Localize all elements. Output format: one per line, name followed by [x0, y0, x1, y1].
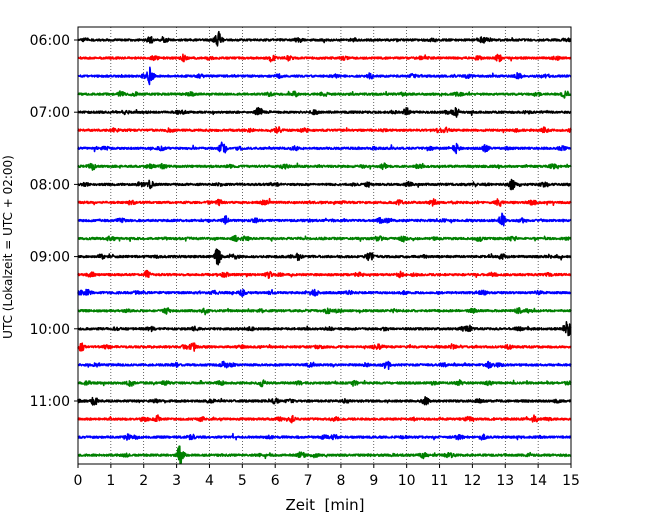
x-tick-label-6: 6	[271, 473, 280, 489]
trace-0845	[77, 234, 572, 243]
x-tick-label-8: 8	[336, 473, 345, 489]
plot-frame	[77, 26, 572, 465]
trace-0730	[77, 141, 572, 155]
trace-0700	[77, 106, 572, 118]
trace-0915	[77, 269, 572, 280]
y-tick-label-0600: 06:00	[30, 33, 70, 49]
x-tick-label-11: 11	[431, 473, 449, 489]
y-tick-label-0800: 08:00	[30, 177, 70, 193]
y-axis-label: UTC (Lokalzeit = UTC + 02:00)	[1, 155, 15, 339]
trace-0800	[77, 178, 572, 191]
trace-0830	[77, 212, 572, 227]
trace-1145	[77, 445, 572, 464]
trace-1115	[77, 414, 572, 424]
trace-1030	[77, 360, 572, 371]
y-tick-label-0700: 07:00	[30, 105, 70, 121]
x-tick-label-10: 10	[398, 473, 416, 489]
x-tick-label-12: 12	[463, 473, 481, 489]
trace-1015	[77, 342, 572, 352]
trace-0945	[77, 307, 572, 316]
x-axis-ticks: 0 1 2 3 4 5 6 7 8 9 10 11 12 13 14 15	[74, 464, 580, 489]
x-tick-label-15: 15	[562, 473, 580, 489]
trace-0715	[77, 126, 572, 134]
x-tick-label-0: 0	[74, 473, 83, 489]
trace-1130	[77, 432, 572, 441]
x-tick-label-5: 5	[238, 473, 247, 489]
trace-0745	[77, 162, 572, 171]
y-tick-label-1000: 10:00	[30, 322, 70, 338]
x-tick-label-4: 4	[205, 473, 214, 489]
trace-1100	[77, 396, 572, 406]
trace-1000	[77, 321, 572, 337]
vertical-gridlines	[110, 27, 539, 464]
y-tick-label-1100: 11:00	[30, 394, 70, 410]
trace-0645	[77, 90, 572, 99]
x-tick-label-9: 9	[369, 473, 378, 489]
y-axis-ticks: 06:00 07:00 08:00 09:00 10:00 11:00	[30, 33, 78, 410]
trace-0815	[77, 197, 572, 207]
trace-0900	[77, 248, 572, 266]
trace-0630	[77, 66, 572, 86]
trace-0615	[77, 53, 572, 63]
y-tick-label-0900: 09:00	[30, 250, 70, 266]
trace-0600	[77, 30, 572, 47]
x-tick-label-2: 2	[139, 473, 148, 489]
trace-0930	[77, 288, 572, 298]
x-tick-label-14: 14	[529, 473, 547, 489]
x-tick-label-1: 1	[106, 473, 115, 489]
trace-lines	[77, 30, 572, 464]
x-tick-label-7: 7	[304, 473, 313, 489]
x-tick-label-13: 13	[496, 473, 514, 489]
x-tick-label-3: 3	[172, 473, 181, 489]
trace-1045	[77, 379, 572, 388]
x-axis-label: Zeit [min]	[285, 496, 364, 514]
